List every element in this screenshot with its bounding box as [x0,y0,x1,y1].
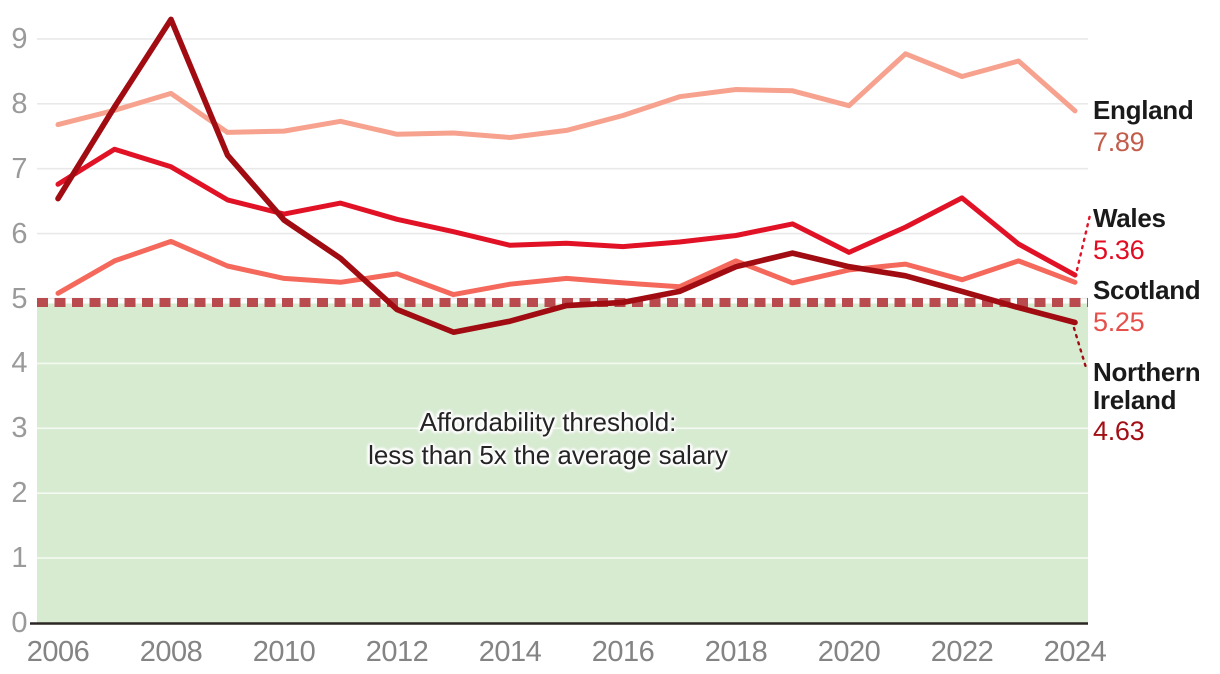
series-name-wales: Wales [1093,203,1166,233]
threshold-annotation: Affordability threshold: less than 5x th… [248,406,848,472]
series-name-northern-ireland: Northern Ireland [1093,357,1201,415]
leader-line-northern-ireland [1072,326,1089,373]
x-tick-label-2010: 2010 [252,636,316,668]
series-value-wales: 5.36 [1093,234,1145,265]
series-name-scotland: Scotland [1093,275,1201,305]
y-tick-label-6: 6 [11,217,27,250]
x-tick-label-2024: 2024 [1043,636,1107,668]
y-tick-label-7: 7 [11,152,27,185]
x-tick-label-2018: 2018 [704,636,768,668]
threshold-annotation-line2: less than 5x the average salary [368,440,728,470]
series-value-northern-ireland: 4.63 [1093,416,1145,446]
series-line-wales [55,146,1078,278]
y-tick-label-2: 2 [11,477,27,510]
series-label-wales: Wales 5.36 [1093,203,1166,265]
series-label-northern-ireland: Northern Ireland 4.63 [1093,357,1220,446]
series-line-northern-ireland [55,16,1078,336]
x-tick-label-2020: 2020 [817,636,881,668]
threshold-annotation-line1: Affordability threshold: [419,407,677,437]
series-value-england: 7.89 [1093,126,1145,157]
x-tick-label-2012: 2012 [365,636,429,668]
x-tick-label-2014: 2014 [478,636,542,668]
series-line-england [55,51,1078,140]
y-tick-label-8: 8 [11,87,27,120]
y-tick-label-4: 4 [11,347,27,380]
x-tick-label-2006: 2006 [26,636,90,668]
y-tick-label-0: 0 [11,607,27,639]
x-tick-label-2016: 2016 [591,636,655,668]
series-label-scotland: Scotland 5.25 [1093,275,1201,337]
leader-line-wales [1075,213,1092,272]
series-name-england: England [1093,95,1194,125]
y-tick-label-1: 1 [11,542,27,575]
series-line-scotland [55,238,1078,298]
series-value-scotland: 5.25 [1093,306,1145,337]
series-label-england: England 7.89 [1093,95,1194,157]
y-tick-label-9: 9 [11,22,27,55]
x-tick-label-2022: 2022 [930,636,994,668]
y-tick-label-5: 5 [11,282,27,315]
x-tick-label-2008: 2008 [139,636,203,668]
y-tick-label-3: 3 [11,412,27,445]
affordability-threshold-area [37,303,1088,623]
